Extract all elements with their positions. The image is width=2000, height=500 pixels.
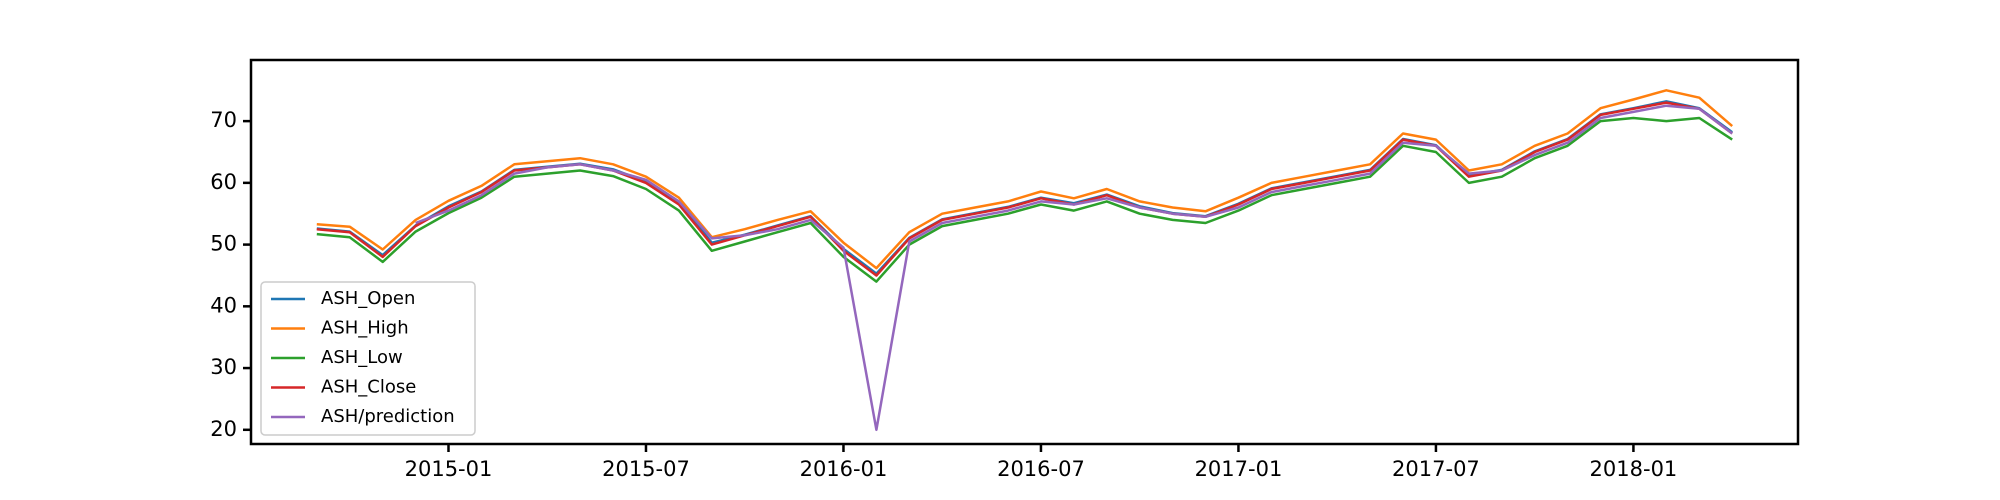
- y-tick-label: 60: [210, 170, 237, 194]
- legend-label: ASH_Low: [321, 347, 403, 368]
- x-tick-label: 2017-07: [1392, 457, 1480, 481]
- legend-label: ASH/prediction: [321, 406, 455, 427]
- x-tick-label: 2015-01: [405, 457, 493, 481]
- series-line: [316, 89, 1734, 270]
- legend: ASH_Open ASH_High ASH_Low ASH_Close ASH/pred…: [260, 281, 476, 436]
- legend-label: ASH_Open: [321, 288, 415, 309]
- x-tick-label: 2016-01: [800, 457, 888, 481]
- plot-frame: [249, 58, 1800, 446]
- series-line: [316, 116, 1733, 283]
- series-line: [316, 100, 1733, 275]
- x-tick-label: 2016-07: [997, 457, 1085, 481]
- legend-label: ASH_High: [321, 318, 409, 339]
- series-line: [415, 104, 1733, 432]
- x-tick-label: 2018-01: [1590, 457, 1678, 481]
- y-tick-label: 30: [210, 355, 237, 379]
- y-tick-label: 40: [210, 293, 237, 317]
- y-tick-label: 70: [210, 108, 237, 132]
- legend-label: ASH_Close: [321, 377, 416, 398]
- x-tick-label: 2017-01: [1195, 457, 1283, 481]
- series-line: [316, 101, 1733, 277]
- x-tick-label: 2015-07: [602, 457, 690, 481]
- y-tick-label: 50: [210, 232, 237, 256]
- legend-box: [260, 281, 476, 436]
- y-tick-label: 20: [210, 417, 237, 441]
